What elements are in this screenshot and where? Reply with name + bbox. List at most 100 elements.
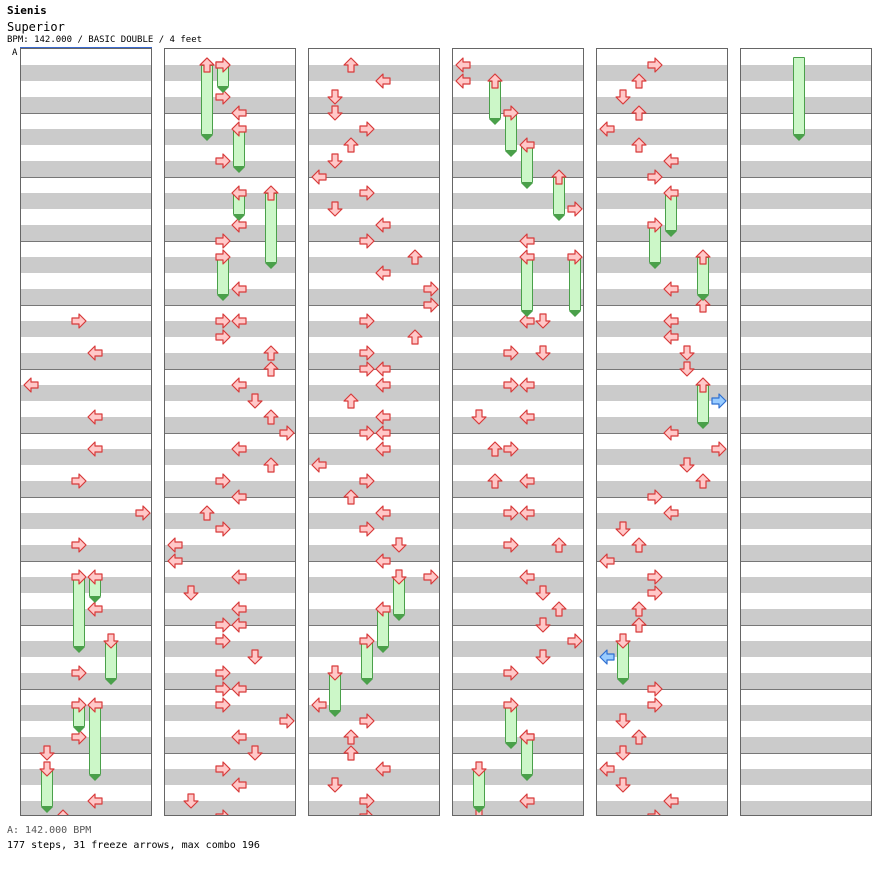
beat-stripe [741, 545, 871, 561]
step-arrow-left [519, 569, 535, 585]
measure-line [309, 497, 439, 498]
beat-stripe [309, 609, 439, 625]
measure-line [597, 369, 727, 370]
measure-line [21, 753, 151, 754]
beat-stripe [165, 193, 295, 209]
freeze-arrow-left [521, 257, 533, 311]
beat-stripe [165, 513, 295, 529]
step-arrow-right [423, 281, 439, 297]
step-arrow-right [503, 665, 519, 681]
freeze-head-down [103, 633, 119, 649]
beat-stripe [165, 673, 295, 689]
step-arrow-left [663, 153, 679, 169]
beat-stripe [21, 673, 151, 689]
step-arrow-up [551, 601, 567, 617]
freeze-tail [89, 775, 101, 781]
beat-stripe [309, 513, 439, 529]
measure-line [453, 433, 583, 434]
step-arrow-down [183, 793, 199, 809]
step-arrow-right [423, 569, 439, 585]
freeze-head-up [199, 57, 215, 73]
beat-stripe [165, 385, 295, 401]
beat-stripe [741, 193, 871, 209]
beat-stripe [453, 481, 583, 497]
step-arrow-left [311, 697, 327, 713]
beat-stripe [597, 481, 727, 497]
beat-stripe [741, 705, 871, 721]
step-arrow-down [39, 745, 55, 761]
step-arrow-right [215, 233, 231, 249]
beat-stripe [21, 289, 151, 305]
beat-stripe [597, 449, 727, 465]
freeze-tail [233, 215, 245, 221]
measure-line [453, 369, 583, 370]
freeze-head-right [215, 57, 231, 73]
step-arrow-left [519, 473, 535, 489]
step-arrow-up [55, 809, 71, 815]
beat-stripe [165, 449, 295, 465]
measure-line [165, 433, 295, 434]
beat-stripe [21, 481, 151, 497]
step-arrow-up [343, 729, 359, 745]
beat-stripe [453, 129, 583, 145]
chart-column [596, 48, 728, 816]
step-arrow-right [567, 201, 583, 217]
beat-stripe [165, 65, 295, 81]
step-arrow-right [215, 809, 231, 815]
step-arrow-right [215, 473, 231, 489]
step-arrow-left [455, 73, 471, 89]
beat-stripe [165, 161, 295, 177]
beat-stripe [309, 289, 439, 305]
step-arrow-left [311, 457, 327, 473]
beat-stripe [309, 321, 439, 337]
step-arrow-up [263, 409, 279, 425]
beat-stripe [309, 129, 439, 145]
step-arrow-right [215, 761, 231, 777]
beat-stripe [165, 353, 295, 369]
measure-line [309, 625, 439, 626]
step-arrow-left [23, 377, 39, 393]
beat-stripe [165, 705, 295, 721]
beat-stripe [741, 609, 871, 625]
step-arrow-right [215, 633, 231, 649]
freeze-head-down [391, 569, 407, 585]
step-arrow-up [263, 345, 279, 361]
measure-line [165, 497, 295, 498]
beat-stripe [741, 289, 871, 305]
section-marker: A [12, 48, 18, 58]
step-arrow-left [375, 265, 391, 281]
beat-stripe [165, 609, 295, 625]
step-arrow-left [375, 409, 391, 425]
beat-stripe [309, 193, 439, 209]
freeze-head-up [695, 377, 711, 393]
step-arrow-left [231, 777, 247, 793]
measure-line [741, 753, 871, 754]
beat-stripe [309, 385, 439, 401]
beat-stripe [597, 161, 727, 177]
freeze-head-right [503, 105, 519, 121]
beat-stripe [21, 97, 151, 113]
step-arrow-left [87, 345, 103, 361]
step-arrow-left [231, 729, 247, 745]
beat-stripe [309, 65, 439, 81]
step-arrow-left [167, 553, 183, 569]
freeze-tail [265, 263, 277, 269]
freeze-tail [73, 727, 85, 733]
step-arrow-up [695, 473, 711, 489]
freeze-tail [377, 647, 389, 653]
measure-line [21, 177, 151, 178]
measure-line [741, 689, 871, 690]
stats-footer: 177 steps, 31 freeze arrows, max combo 1… [7, 840, 260, 851]
beat-stripe [21, 193, 151, 209]
freeze-head-right [71, 697, 87, 713]
beat-stripe [453, 417, 583, 433]
step-arrow-up [407, 329, 423, 345]
step-arrow-left [663, 505, 679, 521]
step-arrow-right [215, 153, 231, 169]
step-arrow-left [599, 761, 615, 777]
measure-line [165, 177, 295, 178]
freeze-tail [649, 263, 661, 269]
step-arrow-down [615, 777, 631, 793]
beat-stripe [453, 609, 583, 625]
freeze-tail [201, 135, 213, 141]
